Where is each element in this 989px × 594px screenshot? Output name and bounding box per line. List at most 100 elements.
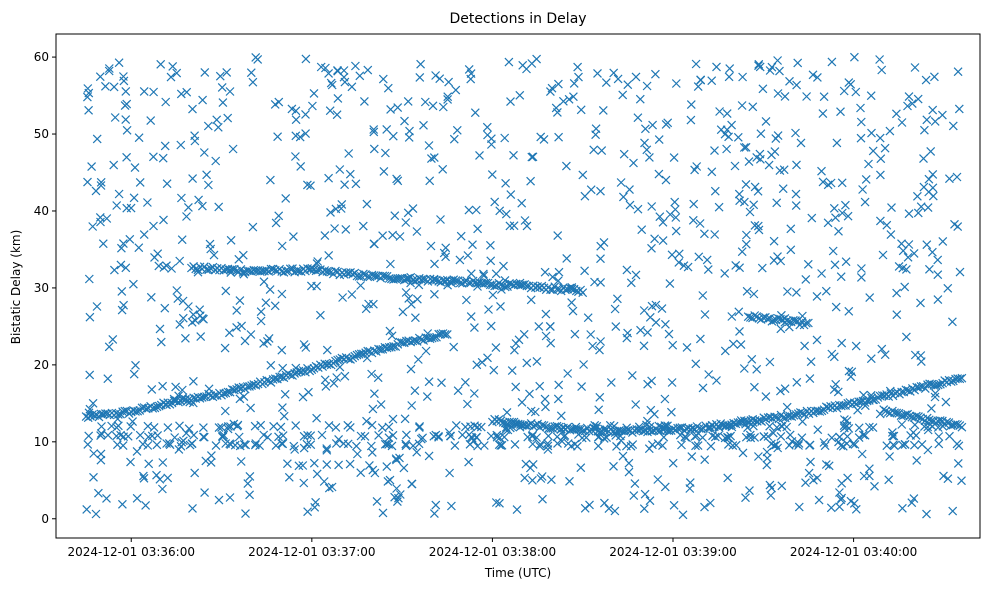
data-point <box>98 239 108 249</box>
data-point <box>926 146 936 156</box>
data-point <box>429 333 439 343</box>
data-point <box>326 78 336 88</box>
data-point <box>748 102 758 112</box>
data-point <box>169 394 179 404</box>
data-point <box>727 422 737 432</box>
data-point <box>593 441 603 451</box>
data-point <box>399 463 409 473</box>
data-point <box>834 488 844 497</box>
data-point <box>535 381 545 391</box>
data-point <box>590 277 599 287</box>
data-point <box>842 421 852 431</box>
data-point <box>834 226 843 236</box>
data-point <box>206 391 216 401</box>
data-point <box>903 101 912 111</box>
data-point <box>156 337 166 347</box>
data-point <box>750 432 760 442</box>
data-point <box>609 68 619 78</box>
data-point <box>245 490 255 500</box>
data-point <box>763 432 773 441</box>
data-point <box>823 180 833 190</box>
data-point <box>416 59 426 69</box>
data-point <box>198 423 208 433</box>
data-point <box>299 443 309 453</box>
data-point <box>429 509 439 519</box>
data-point <box>866 91 876 101</box>
data-point <box>801 478 810 488</box>
data-point <box>624 467 634 477</box>
data-point <box>669 500 679 510</box>
data-point <box>153 430 163 440</box>
data-point <box>408 441 418 451</box>
data-point <box>803 318 813 328</box>
data-point <box>294 461 304 471</box>
data-point <box>159 215 168 225</box>
data-point <box>580 191 590 201</box>
data-point <box>301 109 310 119</box>
data-point <box>367 369 377 379</box>
data-point <box>195 311 205 321</box>
data-point <box>776 256 786 266</box>
data-point <box>888 440 898 450</box>
data-point <box>382 439 392 449</box>
data-point <box>166 72 176 82</box>
data-point <box>408 204 418 214</box>
data-point <box>753 452 763 461</box>
data-point <box>750 311 760 320</box>
data-point <box>415 421 425 431</box>
data-point <box>622 423 632 433</box>
data-point <box>927 247 937 257</box>
y-tick-label: 10 <box>34 435 49 449</box>
data-point <box>121 115 131 125</box>
data-point <box>903 385 913 395</box>
data-point <box>610 506 620 516</box>
x-axis-label: Time (UTC) <box>484 566 551 580</box>
data-point <box>335 165 345 174</box>
data-point <box>553 276 563 286</box>
data-point <box>829 352 839 362</box>
data-point <box>429 274 439 284</box>
data-point <box>800 341 810 351</box>
data-point <box>844 306 854 316</box>
data-point <box>837 338 847 348</box>
data-point <box>209 250 219 260</box>
data-point <box>496 301 505 311</box>
data-point <box>730 161 740 171</box>
data-point <box>722 125 732 135</box>
data-point <box>96 428 106 438</box>
data-point <box>265 175 275 185</box>
data-point <box>708 431 717 441</box>
data-point <box>623 80 633 90</box>
data-point <box>370 468 380 478</box>
data-point <box>762 460 772 470</box>
data-point <box>183 202 193 212</box>
data-point <box>710 230 720 239</box>
data-point <box>843 211 853 221</box>
data-point <box>390 211 400 221</box>
data-point <box>770 412 780 422</box>
data-point <box>479 271 489 281</box>
data-point <box>263 432 273 442</box>
data-point <box>306 181 315 191</box>
data-point <box>543 438 553 448</box>
data-point <box>484 305 493 314</box>
data-point <box>536 474 546 483</box>
data-point <box>501 178 511 188</box>
data-point <box>278 363 288 373</box>
data-point <box>485 240 495 250</box>
data-point <box>773 131 783 141</box>
data-point <box>160 303 170 313</box>
data-point <box>791 439 801 449</box>
data-point <box>645 422 655 432</box>
data-point <box>660 319 670 329</box>
data-point <box>941 397 951 407</box>
data-point <box>576 463 586 473</box>
data-point <box>832 138 842 148</box>
data-point <box>527 152 537 162</box>
data-point <box>403 274 412 283</box>
data-point <box>700 502 709 512</box>
data-point <box>571 424 581 434</box>
data-point <box>442 329 452 339</box>
data-point <box>92 302 102 311</box>
data-point <box>534 321 544 331</box>
